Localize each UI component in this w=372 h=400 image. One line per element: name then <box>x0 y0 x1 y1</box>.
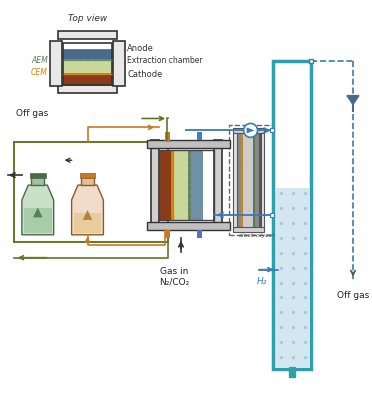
FancyBboxPatch shape <box>171 150 174 220</box>
FancyBboxPatch shape <box>165 132 170 140</box>
FancyBboxPatch shape <box>80 173 96 178</box>
Text: CEM: CEM <box>31 68 48 77</box>
Circle shape <box>244 124 257 137</box>
FancyBboxPatch shape <box>197 230 202 238</box>
FancyBboxPatch shape <box>243 130 253 230</box>
Polygon shape <box>33 208 42 218</box>
FancyBboxPatch shape <box>270 128 275 132</box>
Polygon shape <box>22 185 54 235</box>
Text: Extraction chamber: Extraction chamber <box>127 56 203 65</box>
FancyBboxPatch shape <box>62 61 112 73</box>
Polygon shape <box>71 185 103 235</box>
FancyBboxPatch shape <box>188 150 191 220</box>
FancyBboxPatch shape <box>62 73 112 75</box>
FancyBboxPatch shape <box>232 130 237 230</box>
FancyBboxPatch shape <box>309 59 313 63</box>
FancyBboxPatch shape <box>58 31 117 39</box>
Polygon shape <box>83 210 92 220</box>
FancyBboxPatch shape <box>31 177 44 185</box>
FancyBboxPatch shape <box>50 41 62 86</box>
FancyBboxPatch shape <box>254 130 260 230</box>
FancyBboxPatch shape <box>165 138 170 142</box>
FancyBboxPatch shape <box>235 130 237 230</box>
FancyBboxPatch shape <box>62 49 112 59</box>
FancyBboxPatch shape <box>58 85 117 93</box>
FancyBboxPatch shape <box>229 126 286 235</box>
FancyBboxPatch shape <box>214 140 222 230</box>
FancyBboxPatch shape <box>197 132 202 140</box>
FancyBboxPatch shape <box>270 213 275 217</box>
Text: Off gas: Off gas <box>16 110 48 118</box>
FancyBboxPatch shape <box>147 222 230 230</box>
FancyBboxPatch shape <box>62 75 112 85</box>
FancyBboxPatch shape <box>30 173 46 178</box>
FancyBboxPatch shape <box>289 367 295 377</box>
FancyBboxPatch shape <box>232 227 264 232</box>
Text: Anode: Anode <box>127 44 154 53</box>
FancyBboxPatch shape <box>273 61 311 369</box>
FancyBboxPatch shape <box>62 59 112 61</box>
Polygon shape <box>347 96 359 104</box>
FancyBboxPatch shape <box>174 150 188 220</box>
FancyBboxPatch shape <box>147 140 230 148</box>
FancyBboxPatch shape <box>113 41 125 86</box>
FancyBboxPatch shape <box>260 130 264 230</box>
Text: Off gas: Off gas <box>337 292 369 300</box>
Text: H₂: H₂ <box>257 277 267 286</box>
FancyBboxPatch shape <box>159 150 171 220</box>
Text: Cathode: Cathode <box>127 70 163 79</box>
FancyBboxPatch shape <box>235 130 241 230</box>
FancyBboxPatch shape <box>232 128 264 133</box>
Text: Gas in
N₂/CO₂: Gas in N₂/CO₂ <box>159 267 189 286</box>
FancyBboxPatch shape <box>24 208 52 233</box>
Text: AEM: AEM <box>31 56 48 65</box>
FancyBboxPatch shape <box>81 177 94 185</box>
Polygon shape <box>247 128 254 133</box>
Text: electrolyzer: electrolyzer <box>239 233 276 238</box>
Text: Top view: Top view <box>68 14 107 23</box>
FancyBboxPatch shape <box>259 130 260 230</box>
FancyBboxPatch shape <box>253 130 254 230</box>
FancyBboxPatch shape <box>275 188 309 367</box>
FancyBboxPatch shape <box>241 130 243 230</box>
FancyBboxPatch shape <box>165 230 170 238</box>
FancyBboxPatch shape <box>151 140 159 230</box>
FancyBboxPatch shape <box>74 213 102 233</box>
FancyBboxPatch shape <box>191 150 203 220</box>
